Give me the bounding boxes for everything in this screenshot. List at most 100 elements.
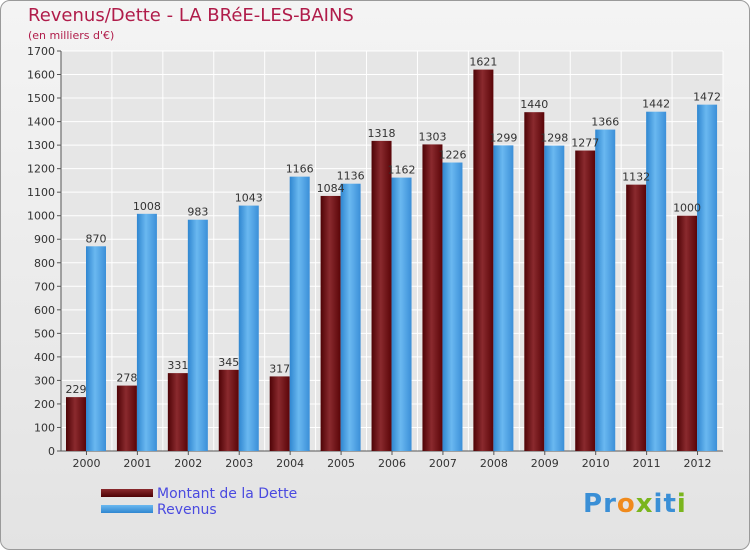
x-tick-label: 2011 (633, 457, 661, 470)
data-label-revenus: 870 (86, 232, 107, 245)
data-label-revenus: 1299 (489, 131, 517, 144)
data-label-dette: 229 (66, 383, 87, 396)
logo-letter: o (616, 489, 636, 519)
y-tick-label: 800 (34, 257, 55, 270)
data-label-dette: 1084 (317, 182, 345, 195)
data-label-dette: 317 (269, 362, 290, 375)
data-label-dette: 1318 (368, 127, 396, 140)
legend-swatch-dette (101, 489, 153, 497)
data-label-dette: 331 (167, 359, 188, 372)
data-label-dette: 1303 (418, 130, 446, 143)
chart-title: Revenus/Dette - LA BRéE-LES-BAINS (28, 5, 354, 26)
x-tick-label: 2003 (225, 457, 253, 470)
x-tick-label: 2006 (378, 457, 406, 470)
data-label-revenus: 1442 (642, 98, 670, 111)
bar-revenus (238, 205, 259, 451)
data-label-revenus: 1166 (286, 163, 314, 176)
y-tick-label: 1100 (27, 186, 55, 199)
bar-revenus (442, 162, 463, 451)
legend-label-dette: Montant de la Dette (157, 486, 298, 502)
data-label-revenus: 1136 (337, 170, 365, 183)
logo-letter: i (676, 489, 687, 519)
bar-revenus (646, 111, 667, 452)
chart-subtitle: (en milliers d'€) (28, 29, 115, 42)
data-label-dette: 1440 (520, 98, 548, 111)
bar-revenus (340, 183, 361, 452)
bar-dette (167, 373, 188, 451)
data-label-revenus: 1043 (235, 192, 263, 205)
data-label-dette: 345 (218, 356, 239, 369)
y-tick-label: 300 (34, 374, 55, 387)
x-tick-label: 2002 (174, 457, 202, 470)
y-tick-label: 200 (34, 398, 55, 411)
bar-dette (524, 112, 545, 452)
x-tick-label: 2007 (429, 457, 457, 470)
logo-letter: t (663, 489, 677, 519)
y-tick-label: 1200 (27, 163, 55, 176)
x-tick-label: 2012 (684, 457, 712, 470)
bar-dette (677, 215, 698, 451)
legend-label-revenus: Revenus (157, 502, 217, 518)
legend-swatch-revenus (101, 505, 153, 513)
bar-revenus (697, 104, 718, 451)
bar-dette (626, 184, 647, 451)
logo-letter: r (603, 489, 617, 519)
y-tick-label: 1000 (27, 210, 55, 223)
bar-revenus (595, 129, 616, 451)
y-tick-label: 500 (34, 327, 55, 340)
logo-letter: i (653, 489, 664, 519)
data-label-revenus: 1008 (133, 200, 161, 213)
y-tick-label: 100 (34, 421, 55, 434)
bar-dette (575, 150, 596, 451)
data-label-revenus: 1298 (540, 132, 568, 145)
bar-dette (66, 397, 86, 451)
proxiti-logo: Proxiti (583, 489, 687, 519)
y-tick-label: 1400 (27, 116, 55, 129)
y-tick-label: 1500 (27, 92, 55, 105)
data-label-dette: 278 (116, 372, 137, 385)
axes: 0 100 200 300 400 500 600 700 800 900 1000 1100 1200… (27, 45, 723, 470)
data-label-dette: 1621 (469, 56, 497, 69)
x-tick-label: 2000 (72, 457, 100, 470)
data-label-revenus: 1162 (388, 164, 416, 177)
bar-dette (320, 195, 341, 451)
bar-dette (218, 369, 239, 451)
logo-letter: x (635, 489, 654, 519)
y-tick-label: 1300 (27, 139, 55, 152)
bar-dette (473, 69, 494, 452)
bar-dette (422, 144, 443, 452)
y-tick-label: 400 (34, 351, 55, 364)
data-label-dette: 1000 (673, 202, 701, 215)
bar-revenus (391, 177, 412, 451)
data-label-revenus: 983 (187, 206, 208, 219)
y-tick-label: 600 (34, 304, 55, 317)
x-tick-label: 2004 (276, 457, 304, 470)
bar-revenus (86, 246, 106, 451)
bars (66, 69, 718, 452)
data-label-dette: 1277 (571, 137, 599, 150)
bar-revenus (493, 145, 514, 451)
x-tick-label: 2005 (327, 457, 355, 470)
bar-dette (371, 140, 392, 451)
bar-revenus (289, 176, 310, 451)
data-label-revenus: 1226 (438, 149, 466, 162)
bar-dette (269, 376, 290, 451)
x-tick-label: 2001 (123, 457, 151, 470)
x-tick-label: 2008 (480, 457, 508, 470)
data-label-dette: 1132 (622, 171, 650, 184)
y-tick-label: 1600 (27, 69, 55, 82)
data-label-revenus: 1366 (591, 116, 619, 129)
logo-letter: P (583, 489, 604, 519)
bar-revenus (544, 145, 565, 451)
x-tick-label: 2010 (582, 457, 610, 470)
bar-dette (116, 385, 137, 451)
bar-revenus (187, 219, 208, 451)
y-tick-label: 700 (34, 280, 55, 293)
y-tick-label: 900 (34, 233, 55, 246)
y-tick-label: 1700 (27, 45, 55, 58)
x-tick-label: 2009 (531, 457, 559, 470)
data-label-revenus: 1472 (693, 91, 721, 104)
